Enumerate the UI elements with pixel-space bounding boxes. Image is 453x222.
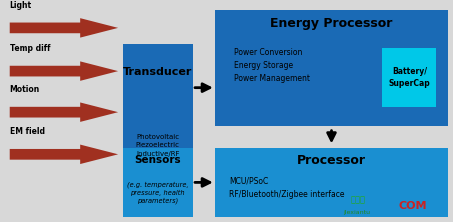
Bar [123,148,193,217]
Text: Processor: Processor [297,154,366,167]
Text: Sensors: Sensors [135,155,181,165]
Text: Light: Light [10,1,32,10]
Polygon shape [10,18,118,38]
Bar [215,148,448,217]
Bar [123,44,193,200]
Text: 抵抗图: 抵抗图 [350,195,365,204]
Text: Battery/
SuperCap: Battery/ SuperCap [389,67,430,88]
Text: COM: COM [399,200,428,210]
Text: (e.g. temperature,
pressure, health
parameters): (e.g. temperature, pressure, health para… [127,181,188,204]
Text: Transducer: Transducer [123,67,193,77]
Text: Motion: Motion [10,85,40,94]
Text: Temp diff: Temp diff [10,44,50,53]
Text: Energy Processor: Energy Processor [270,17,393,30]
Polygon shape [10,145,118,164]
Text: Photovoltaic
Piezoelectric
Inductive/RF: Photovoltaic Piezoelectric Inductive/RF [135,134,180,157]
Text: Power Conversion
Energy Storage
Power Management: Power Conversion Energy Storage Power Ma… [234,48,310,83]
Polygon shape [10,61,118,81]
Polygon shape [10,102,118,122]
Text: EM field: EM field [10,127,45,136]
Bar [215,10,448,126]
Text: MCU/PSoC
RF/Bluetooth/Zigbee interface: MCU/PSoC RF/Bluetooth/Zigbee interface [229,177,345,199]
Bar [382,48,437,107]
Text: jlexiantu: jlexiantu [343,210,370,215]
